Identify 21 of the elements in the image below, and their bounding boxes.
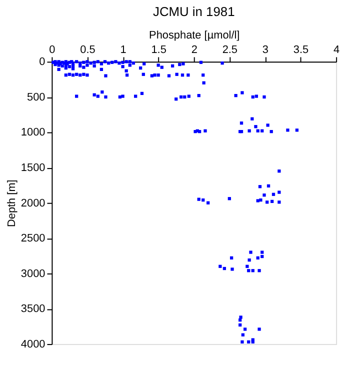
y-tick-label: 500 bbox=[27, 91, 46, 104]
x-tick-label: 4 bbox=[334, 44, 340, 56]
x-tick-label: 3 bbox=[262, 44, 268, 56]
x-tick-label: 0 bbox=[49, 44, 56, 56]
y-tick-label: 4000 bbox=[20, 338, 46, 351]
x-tick-label: 2 bbox=[191, 44, 198, 56]
x-tick-label: 0.5 bbox=[80, 44, 96, 56]
y-tick-label: 2500 bbox=[20, 232, 46, 245]
x-tick-label: 1.5 bbox=[151, 44, 166, 56]
x-tick-label: 1 bbox=[120, 44, 126, 56]
y-tick-label: 1500 bbox=[20, 162, 46, 174]
x-tick-label: 3.5 bbox=[293, 44, 309, 56]
y-tick-label: 1000 bbox=[20, 126, 46, 139]
y-tick-label: 2000 bbox=[20, 197, 46, 210]
y-tick-label: 3500 bbox=[20, 303, 46, 316]
y-tick-label: 0 bbox=[39, 56, 46, 68]
y-axis-title: Depth [m] bbox=[6, 180, 18, 228]
x-axis-title: Phosphate [µmol/l] bbox=[149, 29, 240, 42]
y-tick-label: 3000 bbox=[20, 268, 46, 280]
x-tick-label: 2.5 bbox=[222, 44, 238, 56]
chart-title: JCMU in 1981 bbox=[152, 4, 235, 19]
